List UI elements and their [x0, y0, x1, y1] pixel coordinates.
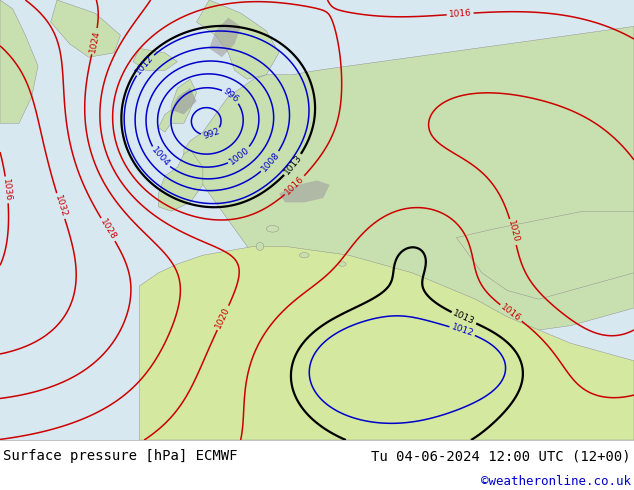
- Text: 1024: 1024: [88, 29, 101, 53]
- Polygon shape: [139, 246, 634, 440]
- Text: 1013: 1013: [282, 153, 304, 176]
- Polygon shape: [158, 149, 203, 211]
- Text: 1016: 1016: [448, 9, 472, 19]
- Text: 1008: 1008: [259, 150, 281, 173]
- Text: 1032: 1032: [53, 194, 68, 218]
- Text: 1036: 1036: [1, 178, 13, 202]
- Polygon shape: [158, 110, 171, 132]
- Text: Tu 04-06-2024 12:00 UTC (12+00): Tu 04-06-2024 12:00 UTC (12+00): [371, 449, 631, 463]
- Ellipse shape: [299, 252, 309, 258]
- Text: Surface pressure [hPa] ECMWF: Surface pressure [hPa] ECMWF: [3, 449, 238, 463]
- Text: 1012: 1012: [134, 53, 155, 76]
- Text: 1012: 1012: [450, 323, 474, 339]
- Text: ©weatheronline.co.uk: ©weatheronline.co.uk: [481, 474, 631, 488]
- Text: 1020: 1020: [214, 306, 232, 330]
- Text: 1028: 1028: [98, 218, 118, 242]
- Text: 1016: 1016: [499, 302, 523, 323]
- Polygon shape: [184, 26, 634, 365]
- Text: 1013: 1013: [451, 309, 476, 327]
- Text: 1016: 1016: [283, 174, 306, 196]
- Ellipse shape: [339, 262, 346, 266]
- Text: 1000: 1000: [228, 146, 252, 167]
- Text: 996: 996: [222, 87, 241, 105]
- Polygon shape: [279, 180, 330, 202]
- Ellipse shape: [266, 225, 279, 232]
- Polygon shape: [51, 0, 120, 57]
- Polygon shape: [171, 88, 197, 114]
- Polygon shape: [197, 0, 279, 79]
- Text: 992: 992: [202, 127, 221, 141]
- Text: 1020: 1020: [506, 220, 521, 244]
- Polygon shape: [0, 0, 38, 123]
- Polygon shape: [133, 49, 178, 71]
- Polygon shape: [456, 211, 634, 299]
- Polygon shape: [209, 18, 241, 57]
- Ellipse shape: [256, 243, 264, 250]
- Polygon shape: [171, 79, 197, 123]
- Text: 1004: 1004: [149, 146, 171, 169]
